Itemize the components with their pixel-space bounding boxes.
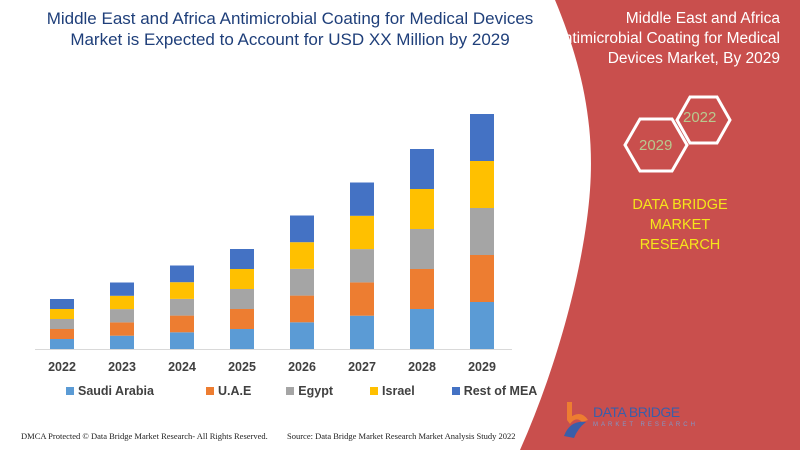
- bar-saudi-arabia-2025: [230, 329, 254, 349]
- bar-u-a-e-2029: [470, 255, 494, 302]
- bar-israel-2026: [290, 242, 314, 269]
- bar-u-a-e-2027: [350, 282, 374, 316]
- x-tick-label: 2026: [288, 360, 316, 374]
- bar-egypt-2029: [470, 208, 494, 255]
- legend-swatch: [66, 387, 74, 395]
- x-tick-label: 2025: [228, 360, 256, 374]
- bar-israel-2023: [110, 295, 134, 310]
- bar-israel-2029: [470, 161, 494, 208]
- bar-rest-of-mea-2026: [290, 215, 314, 243]
- legend-label: Saudi Arabia: [78, 384, 154, 398]
- x-tick-label: 2023: [108, 360, 136, 374]
- source-note: Source: Data Bridge Market Research Mark…: [287, 431, 516, 441]
- bar-u-a-e-2028: [410, 269, 434, 309]
- bar-israel-2028: [410, 189, 434, 229]
- bar-israel-2027: [350, 215, 374, 250]
- bar-saudi-arabia-2022: [50, 339, 74, 349]
- bar-saudi-arabia-2024: [170, 332, 194, 349]
- legend-swatch: [451, 387, 460, 395]
- legend-label: Egypt: [298, 384, 334, 398]
- bar-saudi-arabia-2028: [410, 309, 434, 349]
- legend-swatch: [370, 387, 379, 395]
- legend-label: Israel: [382, 384, 415, 398]
- x-tick-label: 2028: [408, 360, 436, 374]
- bar-saudi-arabia-2027: [350, 315, 374, 349]
- bar-u-a-e-2022: [50, 329, 74, 339]
- x-tick-label: 2024: [168, 360, 196, 374]
- legend-label: Rest of MEA: [463, 384, 538, 398]
- bar-israel-2024: [170, 282, 194, 299]
- x-tick-label: 2027: [348, 360, 376, 374]
- bar-saudi-arabia-2026: [290, 322, 314, 349]
- bar-egypt-2026: [290, 268, 314, 296]
- page-title: Middle East and Africa Antimicrobial Coa…: [46, 9, 534, 49]
- legend-swatch: [205, 387, 214, 395]
- bar-rest-of-mea-2027: [350, 182, 374, 216]
- bar-rest-of-mea-2023: [110, 282, 134, 296]
- bar-rest-of-mea-2025: [230, 249, 254, 269]
- hex-label-2022: 2022: [683, 109, 717, 126]
- bar-saudi-arabia-2029: [470, 302, 494, 349]
- bar-u-a-e-2024: [170, 315, 194, 333]
- stacked-bar-chart: 2022 2023 2024 2025 2026 2027 2028 2029: [35, 114, 512, 374]
- red-side-panel: [520, 0, 800, 450]
- bar-israel-2022: [50, 309, 74, 319]
- bar-egypt-2025: [230, 289, 254, 309]
- bar-israel-2025: [230, 269, 254, 289]
- bar-u-a-e-2023: [110, 322, 134, 336]
- brand-text: DATA BRIDGE MARKET RESEARCH: [632, 197, 728, 253]
- bar-rest-of-mea-2024: [170, 265, 194, 283]
- bar-egypt-2024: [170, 298, 194, 316]
- side-panel-title: Middle East and Africa Antimicrobial Coa…: [553, 10, 780, 67]
- legend-swatch: [286, 387, 295, 395]
- bar-egypt-2027: [350, 249, 374, 283]
- hexagon-2022: [675, 95, 732, 145]
- legend-item-saudi-arabia: Saudi Arabia: [66, 384, 154, 398]
- hexagon-2029: [623, 117, 689, 173]
- bar-egypt-2023: [110, 309, 134, 323]
- bar-rest-of-mea-2029: [470, 114, 494, 161]
- bar-egypt-2028: [410, 229, 434, 269]
- legend-item-uae: U.A.E: [205, 384, 252, 398]
- legend-item-egypt: Egypt: [286, 384, 333, 398]
- bar-u-a-e-2026: [290, 295, 314, 323]
- data-bridge-logo-icon: [564, 402, 588, 438]
- dmca-notice: DMCA Protected © Data Bridge Market Rese…: [21, 431, 268, 441]
- legend: Saudi Arabia U.A.E Egypt Israel Rest of …: [66, 384, 567, 398]
- legend-label: U.A.E: [217, 384, 252, 398]
- x-tick-label: 2022: [48, 360, 76, 374]
- bar-rest-of-mea-2022: [50, 299, 74, 309]
- bar-rest-of-mea-2028: [410, 149, 434, 189]
- bar-u-a-e-2025: [230, 309, 254, 329]
- logo-subtext: MARKET RESEARCH: [593, 422, 698, 428]
- logo-text: DATA BRIDGE: [593, 404, 680, 420]
- x-tick-label: 2029: [468, 360, 496, 374]
- bar-egypt-2022: [50, 319, 74, 329]
- legend-item-israel: Israel: [370, 384, 415, 398]
- hex-label-2029: 2029: [639, 137, 673, 154]
- bar-saudi-arabia-2023: [110, 335, 134, 349]
- legend-item-rest-of-mea: Rest of MEA: [451, 384, 538, 398]
